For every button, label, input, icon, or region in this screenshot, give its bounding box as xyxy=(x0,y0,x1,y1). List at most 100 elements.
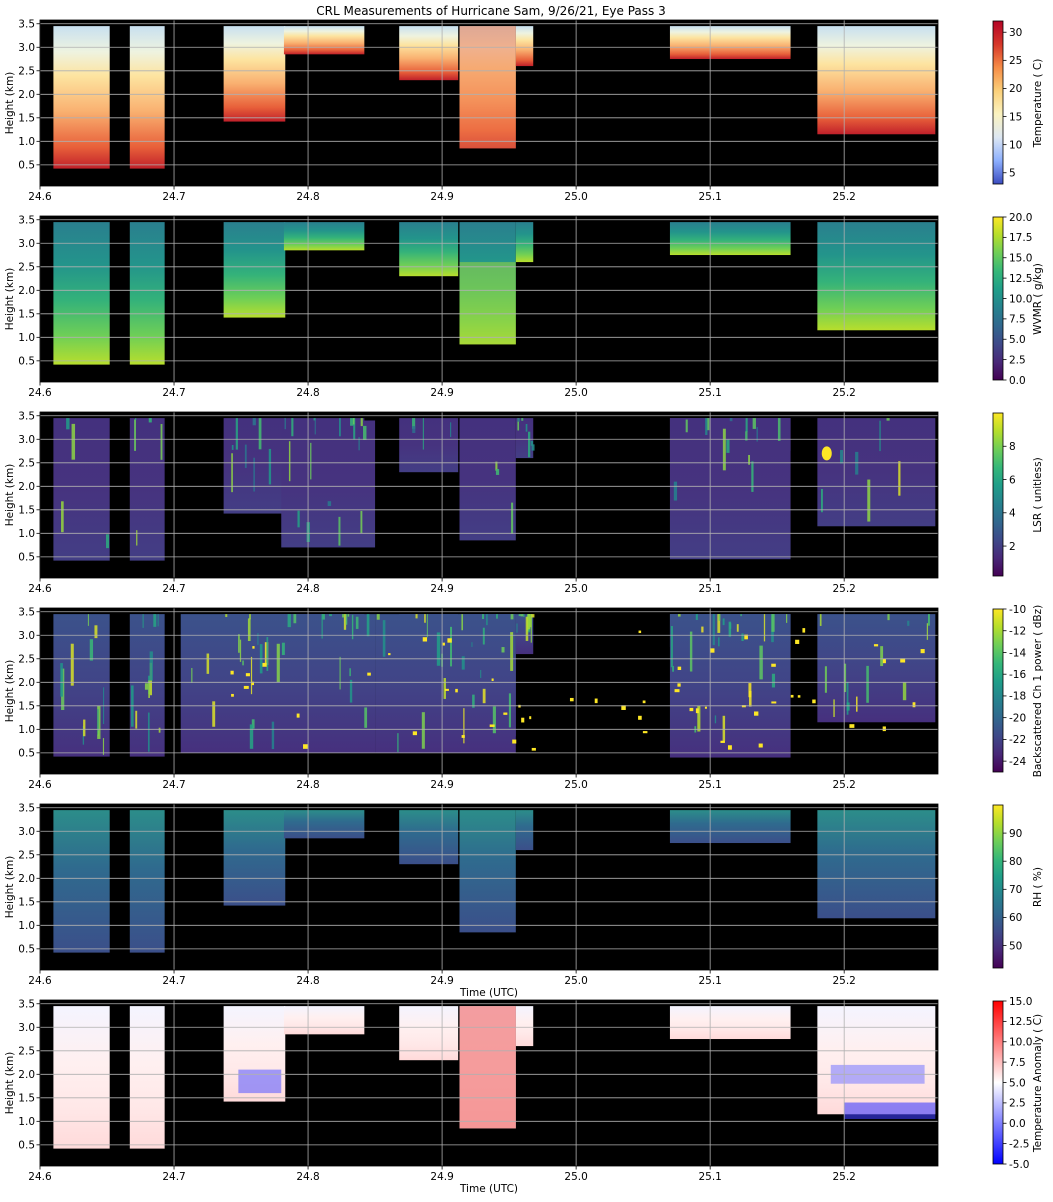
valid-data-region xyxy=(669,26,791,60)
x-tick-label: 24.6 xyxy=(28,779,52,791)
colorbar-tick-label: 8 xyxy=(1009,441,1016,453)
x-tick-label: 24.8 xyxy=(296,975,319,987)
signal-streak xyxy=(353,418,356,440)
signal-streak xyxy=(786,614,788,623)
signal-streak xyxy=(105,534,110,549)
signal-streak xyxy=(471,642,473,647)
valid-data-region xyxy=(515,1006,534,1047)
signal-streak xyxy=(525,616,529,641)
signal-streak xyxy=(706,418,710,431)
signal-streak xyxy=(310,442,312,480)
signal-streak xyxy=(450,626,453,667)
signal-streak xyxy=(927,614,930,626)
x-tick-label: 25.2 xyxy=(832,1171,855,1183)
cloud-echo xyxy=(529,716,532,720)
signal-streak xyxy=(364,707,368,728)
signal-streak xyxy=(518,614,521,617)
cloud-echo xyxy=(251,681,255,686)
cloud-echo xyxy=(677,666,682,671)
signal-streak xyxy=(701,626,704,633)
signal-streak xyxy=(495,461,498,471)
cloud-echo xyxy=(388,653,391,656)
signal-streak xyxy=(149,651,153,681)
signal-streak xyxy=(880,646,884,667)
valid-data-region xyxy=(53,418,110,561)
panel-1: 24.6 24.7 24.8 24.9 25.0 25.1 25.2 0.5 1.0 1.5 2.0… xyxy=(4,19,1044,203)
signal-streak xyxy=(517,418,520,431)
x-tick-label: 25.2 xyxy=(832,387,855,399)
signal-streak xyxy=(748,454,751,465)
signal-streak xyxy=(820,488,823,513)
colorbar-tick-label: 25 xyxy=(1009,55,1022,67)
top-band xyxy=(40,412,938,418)
signal-streak xyxy=(527,431,531,458)
y-tick-label: 2.5 xyxy=(18,458,35,470)
signal-streak xyxy=(855,696,858,712)
cloud-echo xyxy=(771,663,776,667)
top-band xyxy=(40,1000,938,1006)
signal-streak xyxy=(71,423,76,460)
signal-streak xyxy=(886,418,890,421)
y-tick-label: 1.0 xyxy=(18,1116,35,1128)
signal-streak xyxy=(461,656,465,670)
signal-streak xyxy=(225,614,228,618)
signal-streak xyxy=(135,710,138,729)
signal-streak xyxy=(902,682,907,701)
signal-streak xyxy=(718,614,721,621)
cloud-echo xyxy=(802,628,806,633)
x-tick-label: 25.1 xyxy=(698,387,721,399)
signal-streak xyxy=(345,614,348,625)
x-tick-label: 25.0 xyxy=(564,191,587,203)
signal-streak xyxy=(531,614,535,618)
y-tick-label: 1.0 xyxy=(18,332,35,344)
signal-streak xyxy=(249,614,251,620)
signal-streak xyxy=(329,614,332,617)
colorbar xyxy=(992,412,1004,577)
signal-streak xyxy=(142,614,144,628)
y-tick-label: 1.0 xyxy=(18,724,35,736)
x-tick-label: 24.9 xyxy=(430,387,453,399)
colorbar xyxy=(992,804,1004,969)
y-axis-label: Height (km) xyxy=(4,72,16,135)
signal-streak xyxy=(714,715,717,724)
x-tick-label: 24.9 xyxy=(430,191,453,203)
signal-streak xyxy=(349,668,351,677)
colorbar-label: Backscattered Ch 1 power ( dBz) xyxy=(1032,605,1044,777)
signal-streak xyxy=(492,706,496,734)
signal-streak xyxy=(257,633,259,645)
signal-streak xyxy=(523,614,525,617)
signal-streak xyxy=(339,418,341,437)
signal-streak xyxy=(751,461,754,492)
signal-streak xyxy=(426,614,428,638)
signal-streak xyxy=(748,683,752,698)
signal-streak xyxy=(360,510,363,534)
cloud-echo xyxy=(689,707,694,712)
valid-data-region xyxy=(53,26,110,169)
signal-streak xyxy=(358,437,360,451)
panel-2: 24.6 24.7 24.8 24.9 25.0 25.1 25.2 0.5 1.0 1.5 2.0… xyxy=(4,212,1044,399)
x-tick-label: 24.7 xyxy=(162,779,185,791)
cloud-echo xyxy=(594,698,598,704)
top-band xyxy=(40,216,938,222)
signal-streak xyxy=(97,709,99,735)
y-tick-label: 1.0 xyxy=(18,136,35,148)
signal-streak xyxy=(450,422,452,437)
x-tick-label: 25.2 xyxy=(832,191,855,203)
cloud-echo xyxy=(795,639,800,644)
colorbar-tick-label: 2.5 xyxy=(1009,354,1026,366)
data-field xyxy=(40,804,938,953)
colorbar-tick-label: -12 xyxy=(1009,626,1026,638)
y-axis-label: Height (km) xyxy=(4,268,16,331)
colorbar-tick-label: 90 xyxy=(1009,828,1022,840)
x-tick-label: 24.9 xyxy=(430,975,453,987)
signal-streak xyxy=(729,418,733,422)
y-tick-label: 3.5 xyxy=(18,411,35,423)
y-tick-label: 3.0 xyxy=(18,1022,35,1034)
signal-streak xyxy=(157,614,159,627)
warm-core-anomaly xyxy=(459,1006,516,1129)
signal-streak xyxy=(461,614,464,631)
cloud-echo xyxy=(230,670,234,675)
colorbar-tick-label: 0.0 xyxy=(1009,1118,1026,1130)
cloud-echo xyxy=(491,678,494,681)
cloud-echo xyxy=(849,724,855,728)
